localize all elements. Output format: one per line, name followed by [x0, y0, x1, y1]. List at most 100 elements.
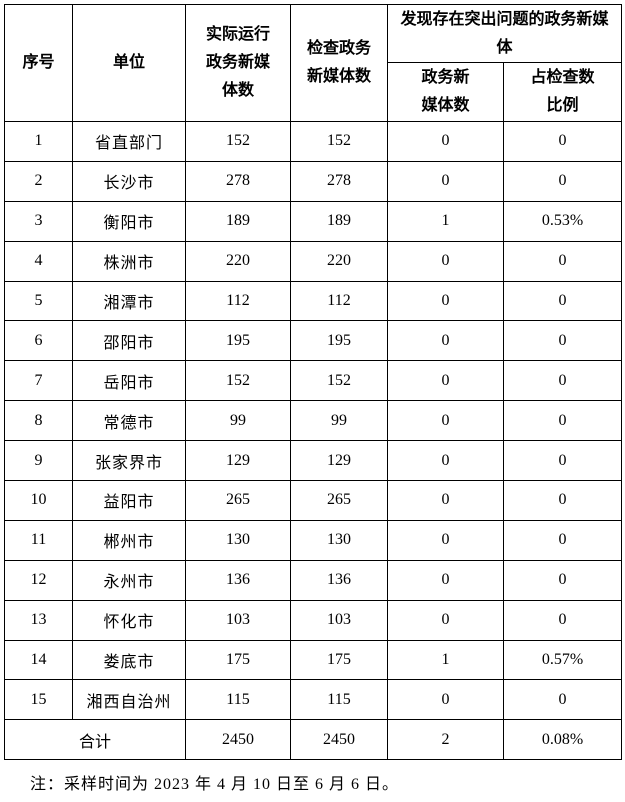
cell-problem: 0 — [387, 360, 504, 402]
cell-ratio: 0 — [502, 360, 623, 402]
cell-index: 2 — [4, 160, 73, 202]
cell-unit: 湘潭市 — [72, 280, 186, 322]
cell-problem: 0 — [387, 400, 504, 442]
cell-index: 13 — [4, 599, 73, 641]
cell-checked: 195 — [290, 320, 388, 362]
cell-ratio: 0 — [502, 480, 623, 521]
cell-checked: 220 — [290, 240, 388, 282]
header-problem-ratio: 占检查数比例 — [502, 62, 623, 122]
table-row: 14 娄底市 175 175 1 0.57% — [4, 639, 623, 681]
table-row: 11 郴州市 130 130 0 0 — [4, 519, 623, 561]
cell-actual: 278 — [185, 160, 291, 202]
cell-unit: 怀化市 — [72, 599, 186, 641]
cell-ratio: 0 — [502, 240, 623, 282]
table-row: 12 永州市 136 136 0 0 — [4, 559, 623, 601]
cell-checked: 278 — [290, 160, 388, 202]
cell-problem: 0 — [387, 240, 504, 282]
cell-ratio: 0 — [502, 440, 623, 482]
cell-ratio: 0 — [502, 599, 623, 641]
cell-unit: 张家界市 — [72, 440, 186, 482]
cell-problem: 0 — [387, 599, 504, 641]
cell-problem: 0 — [387, 679, 504, 721]
total-label: 合计 — [4, 719, 186, 761]
cell-problem: 0 — [387, 519, 504, 561]
table-row: 10 益阳市 265 265 0 0 — [4, 480, 623, 521]
cell-unit: 株洲市 — [72, 240, 186, 282]
table-row: 15 湘西自治州 115 115 0 0 — [4, 679, 623, 721]
cell-ratio: 0 — [502, 280, 623, 322]
header-actual: 实际运行政务新媒体数 — [185, 4, 291, 122]
cell-unit: 益阳市 — [72, 480, 186, 521]
cell-unit: 长沙市 — [72, 160, 186, 202]
cell-actual: 99 — [185, 400, 291, 442]
cell-unit: 常德市 — [72, 400, 186, 442]
cell-index: 1 — [4, 121, 73, 162]
total-checked: 2450 — [290, 719, 388, 761]
media-stats-table: 序号 单位 实际运行政务新媒体数 检查政务新媒体数 发现存在突出问题的政务新媒体… — [4, 4, 623, 761]
total-actual: 2450 — [185, 719, 291, 761]
cell-actual: 220 — [185, 240, 291, 282]
cell-actual: 129 — [185, 440, 291, 482]
cell-index: 14 — [4, 639, 73, 681]
cell-problem: 1 — [387, 639, 504, 681]
cell-checked: 152 — [290, 360, 388, 402]
header-problem-group: 发现存在突出问题的政务新媒体 — [386, 4, 623, 63]
total-row: 合计 2450 2450 2 0.08% — [4, 719, 623, 761]
cell-index: 5 — [4, 280, 73, 322]
header-unit: 单位 — [72, 4, 186, 122]
cell-checked: 129 — [290, 440, 388, 482]
cell-index: 7 — [4, 360, 73, 402]
header-problem-count: 政务新媒体数 — [387, 62, 504, 122]
cell-index: 8 — [4, 400, 73, 442]
cell-checked: 265 — [290, 480, 388, 521]
cell-ratio: 0 — [502, 519, 623, 561]
cell-checked: 115 — [290, 679, 388, 721]
cell-ratio: 0 — [502, 400, 623, 442]
cell-problem: 0 — [387, 160, 504, 202]
cell-unit: 省直部门 — [72, 121, 186, 162]
cell-ratio: 0.53% — [502, 200, 623, 242]
cell-index: 4 — [4, 240, 73, 282]
cell-index: 9 — [4, 440, 73, 482]
table-row: 7 岳阳市 152 152 0 0 — [4, 360, 623, 402]
cell-unit: 衡阳市 — [72, 200, 186, 242]
cell-ratio: 0 — [502, 320, 623, 362]
cell-problem: 1 — [387, 200, 504, 242]
cell-actual: 189 — [185, 200, 291, 242]
cell-unit: 永州市 — [72, 559, 186, 601]
cell-checked: 152 — [290, 121, 388, 162]
table-row: 2 长沙市 278 278 0 0 — [4, 160, 623, 202]
table-row: 1 省直部门 152 152 0 0 — [4, 121, 623, 162]
cell-actual: 152 — [185, 121, 291, 162]
cell-ratio: 0.57% — [502, 639, 623, 681]
cell-actual: 103 — [185, 599, 291, 641]
table-row: 3 衡阳市 189 189 1 0.53% — [4, 200, 623, 242]
total-problem: 2 — [387, 719, 504, 761]
footnote: 注：采样时间为 2023 年 4 月 10 日至 6 月 6 日。 — [30, 776, 400, 793]
cell-checked: 189 — [290, 200, 388, 242]
cell-actual: 112 — [185, 280, 291, 322]
cell-index: 11 — [4, 519, 73, 561]
cell-problem: 0 — [387, 440, 504, 482]
cell-actual: 115 — [185, 679, 291, 721]
cell-unit: 湘西自治州 — [72, 679, 186, 721]
cell-index: 12 — [4, 559, 73, 601]
cell-unit: 岳阳市 — [72, 360, 186, 402]
cell-actual: 265 — [185, 480, 291, 521]
cell-ratio: 0 — [502, 679, 623, 721]
cell-index: 10 — [4, 480, 73, 521]
cell-index: 3 — [4, 200, 73, 242]
cell-actual: 136 — [185, 559, 291, 601]
total-ratio: 0.08% — [502, 719, 623, 761]
table-row: 5 湘潭市 112 112 0 0 — [4, 280, 623, 322]
table-row: 4 株洲市 220 220 0 0 — [4, 240, 623, 282]
cell-checked: 136 — [290, 559, 388, 601]
header-checked: 检查政务新媒体数 — [290, 4, 388, 122]
cell-actual: 175 — [185, 639, 291, 681]
table-row: 8 常德市 99 99 0 0 — [4, 400, 623, 442]
cell-actual: 195 — [185, 320, 291, 362]
cell-problem: 0 — [387, 280, 504, 322]
table-row: 13 怀化市 103 103 0 0 — [4, 599, 623, 641]
cell-index: 15 — [4, 679, 73, 721]
cell-unit: 邵阳市 — [72, 320, 186, 362]
